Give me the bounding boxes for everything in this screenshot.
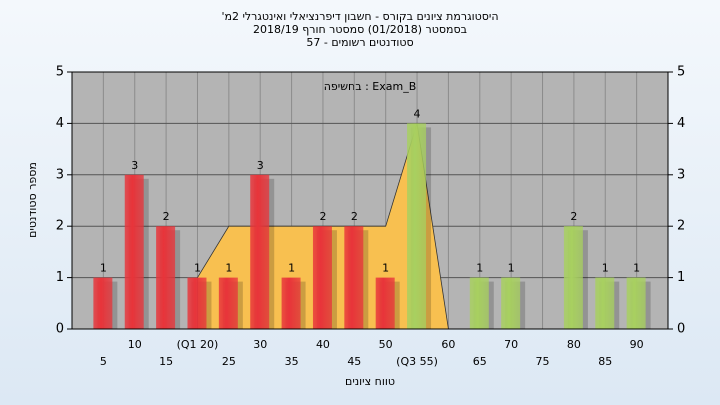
x-tick-label: 30: [253, 338, 267, 351]
bar: [563, 226, 583, 329]
bar: [501, 277, 521, 329]
bar: [312, 226, 332, 329]
x-tick-label: 45: [347, 355, 361, 368]
bar: [250, 174, 270, 329]
y2-tick-label: 3: [677, 167, 685, 182]
y-axis-label: מספר סטודנטים: [26, 162, 39, 238]
x-tick-label: 5: [100, 355, 107, 368]
y-tick-label: 0: [56, 322, 64, 337]
bar: [93, 277, 113, 329]
data-label: 1: [225, 262, 232, 275]
x-tick-label: 15: [159, 355, 173, 368]
data-label: 1: [633, 262, 640, 275]
bar: [218, 277, 238, 329]
chart-subtitle: סטודנטים רשומים - 57: [306, 36, 413, 49]
bar: [469, 277, 489, 329]
y-tick-label: 5: [56, 65, 64, 80]
x-tick-label: (Q1 20): [177, 338, 219, 351]
bar: [375, 277, 395, 329]
data-label: 1: [602, 262, 609, 275]
plot-border: [71, 71, 669, 330]
x-tick-label: (Q3 55): [396, 355, 438, 368]
x-tick-label: 65: [473, 355, 487, 368]
data-label: 3: [257, 159, 264, 172]
data-label: 1: [194, 262, 201, 275]
x-tick-label: 40: [316, 338, 330, 351]
y2-tick-label: 4: [677, 116, 685, 131]
data-label: 2: [319, 210, 326, 223]
bar: [187, 277, 207, 329]
bar: [344, 226, 364, 329]
data-label: 1: [288, 262, 295, 275]
annotation: בחשיפה : Exam_B: [324, 80, 417, 93]
x-tick-label: 60: [441, 338, 455, 351]
y-tick-label: 1: [56, 270, 64, 285]
y2-tick-label: 1: [677, 270, 685, 285]
x-tick-label: 75: [536, 355, 550, 368]
x-tick-label: 90: [630, 338, 644, 351]
data-label: 3: [131, 159, 138, 172]
data-label: 4: [414, 107, 421, 120]
chart-title: היסטוגרמת ציונים בקורס - חשבון דיפרנציאל…: [221, 10, 498, 23]
y2-tick-label: 2: [677, 219, 685, 234]
data-label: 2: [570, 210, 577, 223]
y-tick-label: 3: [56, 167, 64, 182]
x-tick-label: 80: [567, 338, 581, 351]
bar: [124, 174, 144, 329]
data-label: 2: [163, 210, 170, 223]
x-tick-label: 85: [598, 355, 612, 368]
y-tick-label: 2: [56, 219, 64, 234]
data-label: 2: [351, 210, 358, 223]
y-tick-label: 4: [56, 116, 64, 131]
bar: [626, 277, 646, 329]
data-label: 1: [100, 262, 107, 275]
x-tick-label: 70: [504, 338, 518, 351]
x-tick-label: 10: [128, 338, 142, 351]
x-axis-label: טווח ציונים: [345, 375, 395, 388]
x-tick-label: 35: [285, 355, 299, 368]
data-label: 1: [382, 262, 389, 275]
bar: [156, 226, 176, 329]
bar: [281, 277, 301, 329]
bar: [407, 123, 427, 330]
data-label: 1: [508, 262, 515, 275]
y2-tick-label: 0: [677, 322, 685, 337]
bar: [595, 277, 615, 329]
data-label: 1: [476, 262, 483, 275]
y2-tick-label: 5: [677, 65, 685, 80]
chart-subtitle: בסמסטר (01/2018) סמסטר חורף 2018/19: [253, 23, 467, 36]
x-tick-label: 25: [222, 355, 236, 368]
x-tick-label: 50: [379, 338, 393, 351]
